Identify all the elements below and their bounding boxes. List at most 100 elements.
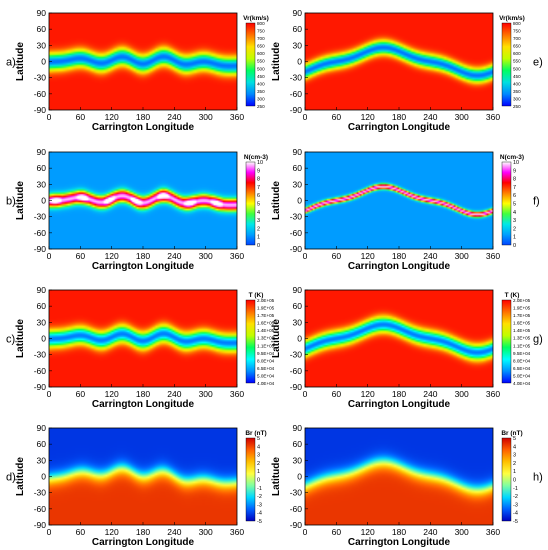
colorbar-tick-label: 3 [257,453,260,459]
panel-label: a) [6,57,16,69]
heatmap-field [305,428,493,525]
colorbar-tick-label: 4.0E+04 [257,381,275,386]
colorbar-tick-label: 1.4E+05 [513,328,531,333]
y-tick-label: 90 [293,8,303,18]
x-tick-label: 240 [423,112,437,122]
colorbar-tick-label: 10 [257,160,263,166]
y-tick-label: 0 [41,57,46,67]
colorbar [501,299,512,384]
colorbar-tick-label: 550 [513,59,521,64]
colorbar-title: Br (nT) [245,430,266,437]
x-tick-label: 360 [230,251,244,261]
colorbar-title: T (K) [249,292,264,299]
colorbar-tick-label: 450 [513,74,521,79]
colorbar-tick-label: 1.1E+05 [257,343,275,348]
y-axis-label: Latitude [15,319,26,358]
colorbar [501,437,512,522]
colorbar-tick-label: 5 [513,202,516,208]
x-tick-label: 300 [199,527,213,537]
colorbar-tick-label: 3 [257,218,260,224]
y-tick-label: 60 [37,301,47,311]
y-tick-label: 90 [293,147,303,157]
x-tick-label: 0 [47,389,52,399]
colorbar-title: Br (nT) [501,430,522,437]
x-tick-label: 180 [136,251,150,261]
y-tick-label: -90 [34,382,47,392]
y-tick-label: -30 [34,73,47,83]
panel-e: 0 60 120 180 240 300 3609060300-30-60-90Carrin… [271,8,543,133]
heatmap-field [49,152,237,249]
colorbar [501,22,512,107]
y-tick-label: -90 [290,105,303,115]
colorbar-tick-label: 6.5E+04 [257,366,275,371]
panel-a: 0 60 120 180 240 300 3609060300-30-60-90Carrin… [6,8,269,133]
colorbar-tick-label: 4 [257,444,260,450]
colorbar [245,437,256,522]
x-tick-label: 180 [392,527,406,537]
panel-label: d) [6,472,16,484]
panel-b: 0 60 120 180 240 300 3609060300-30-60-90Carrin… [6,147,268,272]
x-tick-label: 180 [392,251,406,261]
x-tick-label: 240 [423,389,437,399]
x-tick-label: 120 [105,527,119,537]
x-tick-label: 180 [392,112,406,122]
colorbar-tick-label: -4 [257,511,262,517]
y-tick-label: -30 [290,488,303,498]
colorbar-tick-label: 700 [257,36,265,41]
y-tick-label: 60 [293,301,303,311]
x-tick-label: 180 [136,527,150,537]
colorbar-tick-label: -2 [257,494,262,500]
x-tick-label: 60 [76,527,86,537]
colorbar-tick-label: 800 [513,21,521,26]
colorbar-tick-label: -3 [257,502,262,508]
x-tick-label: 0 [47,527,52,537]
colorbar-tick-label: 6.5E+04 [513,366,531,371]
colorbar-tick-label: 5.0E+04 [257,373,275,378]
x-axis-label: Carrington Longitude [92,261,195,272]
y-tick-label: 30 [293,179,303,189]
y-tick-label: 0 [297,472,302,482]
y-tick-label: 0 [41,334,46,344]
colorbar-tick-label: 1.9E+05 [257,306,275,311]
colorbar-title: N(cm-3) [500,154,524,161]
colorbar-tick-label: -1 [513,486,518,492]
x-tick-label: 0 [47,112,52,122]
colorbar-tick-label: 2 [513,461,516,467]
colorbar [245,22,256,107]
y-tick-label: -30 [290,350,303,360]
y-tick-label: -60 [34,89,47,99]
x-tick-label: 180 [136,389,150,399]
colorbar-tick-label: 7 [513,185,516,191]
x-axis-label: Carrington Longitude [348,537,451,548]
x-axis-label: Carrington Longitude [348,261,451,272]
x-tick-label: 120 [105,112,119,122]
colorbar-tick-label: 2.0E+05 [513,298,531,303]
x-tick-label: 120 [361,112,375,122]
x-tick-label: 300 [199,389,213,399]
x-tick-label: 240 [423,527,437,537]
x-tick-label: 300 [455,527,469,537]
x-tick-label: 120 [361,389,375,399]
colorbar-title: Vr(km/s) [243,15,269,22]
x-tick-label: 60 [76,112,86,122]
y-tick-label: -60 [34,504,47,514]
y-tick-label: -30 [34,212,47,222]
heatmap-field [305,290,493,387]
y-tick-label: -30 [34,350,47,360]
colorbar-tick-label: 1.9E+05 [513,306,531,311]
x-tick-label: 300 [455,112,469,122]
y-tick-label: 60 [37,439,47,449]
x-tick-label: 120 [105,389,119,399]
colorbar-tick-label: 3 [513,453,516,459]
y-tick-label: 0 [297,196,302,206]
x-tick-label: 360 [486,527,500,537]
y-tick-label: 30 [37,179,47,189]
colorbar-title: T (K) [505,292,520,299]
y-tick-label: -90 [290,244,303,254]
colorbar-tick-label: 9.5E+04 [257,351,275,356]
colorbar-tick-label: 9 [257,168,260,174]
colorbar-tick-label: 5 [257,202,260,208]
colorbar-tick-label: 8.0E+04 [513,358,531,363]
y-tick-label: -90 [34,105,47,115]
